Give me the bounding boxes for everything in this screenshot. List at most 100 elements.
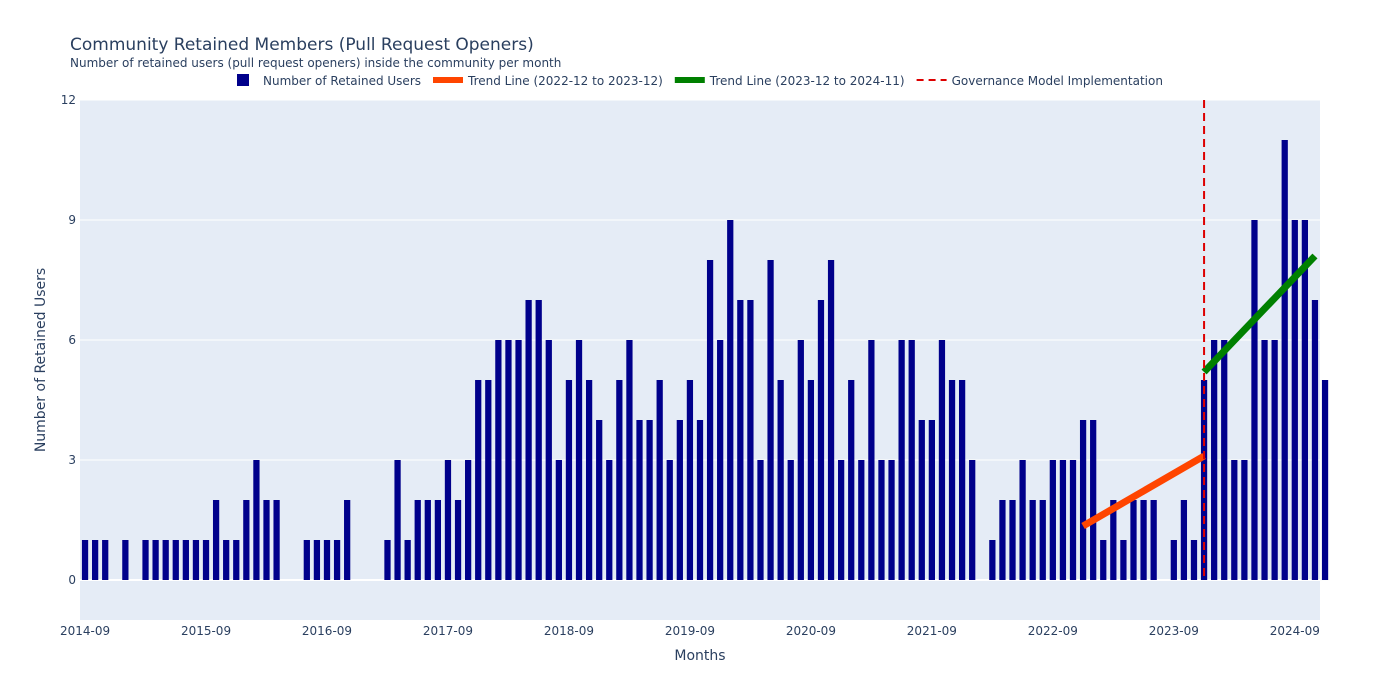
bar	[575, 340, 583, 580]
bars	[81, 140, 1329, 580]
bar	[1150, 500, 1157, 580]
bar	[868, 340, 875, 580]
bar	[434, 500, 442, 580]
bar	[656, 380, 663, 580]
bar	[848, 380, 855, 580]
bar	[626, 340, 633, 580]
bar	[535, 300, 542, 580]
bar	[898, 340, 905, 580]
chart-title: Community Retained Members (Pull Request…	[70, 35, 534, 55]
bar	[404, 540, 411, 580]
bar	[1190, 540, 1198, 580]
bar	[1291, 220, 1298, 580]
bar	[1120, 540, 1127, 580]
bar	[313, 540, 321, 580]
x-tick-label: 2016-09	[302, 624, 352, 638]
bar	[737, 300, 744, 580]
bar	[1321, 380, 1329, 580]
bar	[444, 460, 452, 580]
bar	[727, 220, 734, 580]
bar	[1180, 500, 1188, 580]
legend-swatch	[237, 74, 249, 86]
bar	[1231, 460, 1238, 580]
trend-lines	[1081, 100, 1318, 580]
y-tick-label: 12	[61, 93, 76, 107]
bar	[142, 540, 149, 580]
bar	[969, 460, 976, 580]
bar	[91, 540, 99, 580]
bar	[1130, 500, 1137, 580]
bar	[767, 260, 774, 580]
bar	[1079, 420, 1087, 580]
bar	[878, 460, 885, 580]
bar	[212, 500, 220, 580]
bar	[223, 540, 230, 580]
bar	[1039, 500, 1046, 580]
bar	[303, 540, 310, 580]
x-tick-label: 2018-09	[544, 624, 594, 638]
bar	[817, 300, 825, 580]
bar	[1221, 340, 1228, 580]
bar	[989, 540, 996, 580]
bar	[958, 380, 966, 580]
bar	[323, 540, 331, 580]
bar	[706, 260, 714, 580]
bar	[1029, 500, 1036, 580]
bar	[243, 500, 250, 580]
y-tick-label: 9	[68, 213, 76, 227]
bar	[505, 340, 512, 580]
x-axis-title: Months	[674, 648, 725, 664]
bar	[182, 540, 189, 580]
bar	[1211, 340, 1218, 580]
bar	[273, 500, 280, 580]
bar	[1271, 340, 1278, 580]
legend-label: Trend Line (2022-12 to 2023-12)	[467, 74, 663, 88]
x-tick-label: 2019-09	[665, 624, 715, 638]
bar	[797, 340, 804, 580]
bar	[757, 460, 764, 580]
legend-label: Trend Line (2023-12 to 2024-11)	[709, 74, 905, 88]
bar	[253, 460, 260, 580]
x-tick-label: 2023-09	[1149, 624, 1199, 638]
bar	[515, 340, 522, 580]
bar	[485, 380, 492, 580]
legend: Number of Retained Users Trend Line (2022…	[237, 74, 1163, 88]
bar	[696, 420, 704, 580]
trend-line	[1081, 452, 1206, 530]
bar	[81, 540, 89, 580]
bar	[585, 380, 593, 580]
bar	[525, 300, 532, 580]
bar	[676, 420, 683, 580]
bar	[172, 540, 179, 580]
chart-subtitle: Number of retained users (pull request o…	[70, 56, 561, 70]
bar	[1170, 540, 1177, 580]
x-tick-label: 2017-09	[423, 624, 473, 638]
y-tick-label: 3	[68, 453, 76, 467]
bar	[384, 540, 391, 580]
bar	[1301, 220, 1309, 580]
bar	[465, 460, 472, 580]
bar	[1251, 220, 1258, 580]
bar	[838, 460, 845, 580]
bar	[102, 540, 109, 580]
bar	[908, 340, 915, 580]
bar	[495, 340, 502, 580]
bar	[1009, 500, 1016, 580]
bar	[202, 540, 210, 580]
bar	[1100, 540, 1107, 580]
bar	[1090, 420, 1097, 580]
bar	[1241, 460, 1248, 580]
bar	[414, 500, 421, 580]
bar	[233, 540, 240, 580]
bar	[263, 500, 270, 580]
bar	[333, 540, 341, 580]
bar	[192, 540, 200, 580]
bar	[787, 460, 794, 580]
x-tick-label: 2022-09	[1028, 624, 1078, 638]
bar	[948, 380, 956, 580]
y-tick-label: 0	[68, 573, 76, 587]
bar	[454, 500, 462, 580]
bar	[807, 380, 815, 580]
trend-line	[1201, 253, 1318, 375]
